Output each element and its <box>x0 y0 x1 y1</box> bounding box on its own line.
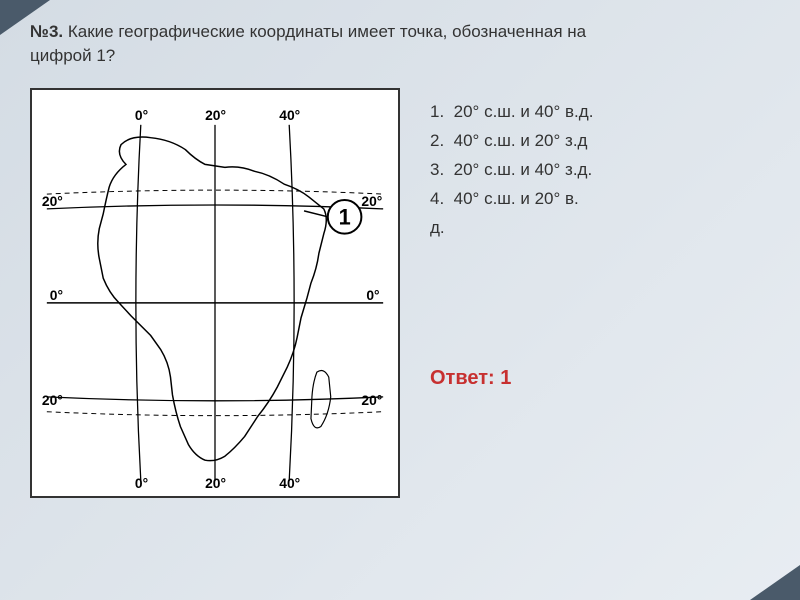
question-part1: Какие географические координаты имеет то… <box>68 22 586 41</box>
option-4-num: 4. <box>430 189 444 208</box>
point-1-label: 1 <box>339 204 351 229</box>
options-panel: 1. 20° с.ш. и 40° в.д. 2. 40° с.ш. и 20°… <box>430 88 770 394</box>
question-text: №3. Какие географические координаты имее… <box>30 20 770 68</box>
question-part2: цифрой 1? <box>30 46 115 65</box>
option-4: 4. 40° с.ш. и 20° в. <box>430 185 770 212</box>
option-1-text: 20° с.ш. и 40° в.д. <box>454 102 594 121</box>
label-left-20n: 20° <box>42 193 63 209</box>
option-3-num: 3. <box>430 160 444 179</box>
label-top-40: 40° <box>279 106 300 122</box>
answer-label: Ответ: <box>430 367 495 389</box>
slide-container: №3. Какие географические координаты имее… <box>0 0 800 600</box>
label-top-0: 0° <box>135 106 148 122</box>
option-3: 3. 20° с.ш. и 40° з.д. <box>430 156 770 183</box>
label-right-20n: 20° <box>361 193 382 209</box>
option-3-text: 20° с.ш. и 40° з.д. <box>454 160 593 179</box>
corner-decoration-br <box>750 565 800 600</box>
option-4-text: 40° с.ш. и 20° в. <box>454 189 579 208</box>
answer-value: 1 <box>500 367 511 389</box>
option-2: 2. 40° с.ш. и 20° з.д <box>430 127 770 154</box>
extra-line: д. <box>430 218 445 237</box>
africa-map-svg: 0° 20° 40° 0° 20° 40° 20° 0° 20° 20° 0° … <box>32 90 398 496</box>
label-top-20: 20° <box>205 106 226 122</box>
label-bot-20: 20° <box>205 474 226 490</box>
map-container: 0° 20° 40° 0° 20° 40° 20° 0° 20° 20° 0° … <box>30 88 400 498</box>
option-1-num: 1. <box>430 102 444 121</box>
option-4-extra: д. <box>430 214 770 241</box>
corner-decoration-tl <box>0 0 50 35</box>
option-2-num: 2. <box>430 131 444 150</box>
label-bot-0: 0° <box>135 474 148 490</box>
label-left-0: 0° <box>50 287 63 303</box>
label-bot-40: 40° <box>279 474 300 490</box>
label-left-20s: 20° <box>42 391 63 407</box>
label-right-20s: 20° <box>361 391 382 407</box>
option-1: 1. 20° с.ш. и 40° в.д. <box>430 98 770 125</box>
answer-block: Ответ: 1 <box>430 362 770 394</box>
point-1-leader <box>304 210 328 216</box>
label-right-0: 0° <box>366 287 379 303</box>
option-2-text: 40° с.ш. и 20° з.д <box>454 131 588 150</box>
content-row: 0° 20° 40° 0° 20° 40° 20° 0° 20° 20° 0° … <box>30 88 770 498</box>
